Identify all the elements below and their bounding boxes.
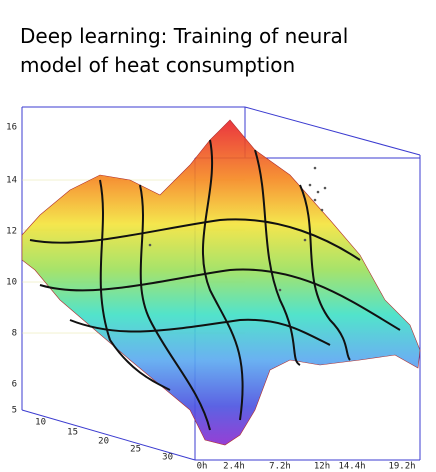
vertical-tick-label: 8 (12, 329, 17, 339)
title-line: Deep learning: Training of neural (20, 24, 349, 48)
vertical-tick-label: 16 (6, 123, 17, 133)
vertical-tick-label: 6 (12, 380, 17, 390)
depth-tick-label: 25 (130, 445, 141, 455)
depth-tick-label: 15 (67, 428, 78, 438)
time-tick-label: 2.4h (223, 462, 245, 472)
time-tick-label: 12h (314, 462, 330, 472)
time-tick-label: 7.2h (269, 462, 291, 472)
surface (21, 119, 421, 446)
depth-tick-label: 20 (98, 437, 109, 447)
training-points (148, 166, 327, 292)
depth-tick-label: 30 (162, 453, 173, 463)
vertical-tick-label: 14 (6, 176, 17, 186)
depth-tick-label: 5 (12, 406, 17, 416)
title-line: model of heat consumption (20, 53, 296, 77)
mesh-lines (29, 139, 401, 431)
time-tick-label: 19.2h (388, 462, 415, 472)
title: Deep learning: Training of neural model … (20, 22, 348, 80)
depth-tick-label: 10 (35, 418, 46, 428)
vertical-tick-label: 10 (6, 278, 17, 288)
vertical-tick-label: 12 (6, 227, 17, 237)
time-tick-label: 0h (197, 462, 208, 472)
time-tick-label: 14.4h (338, 462, 365, 472)
